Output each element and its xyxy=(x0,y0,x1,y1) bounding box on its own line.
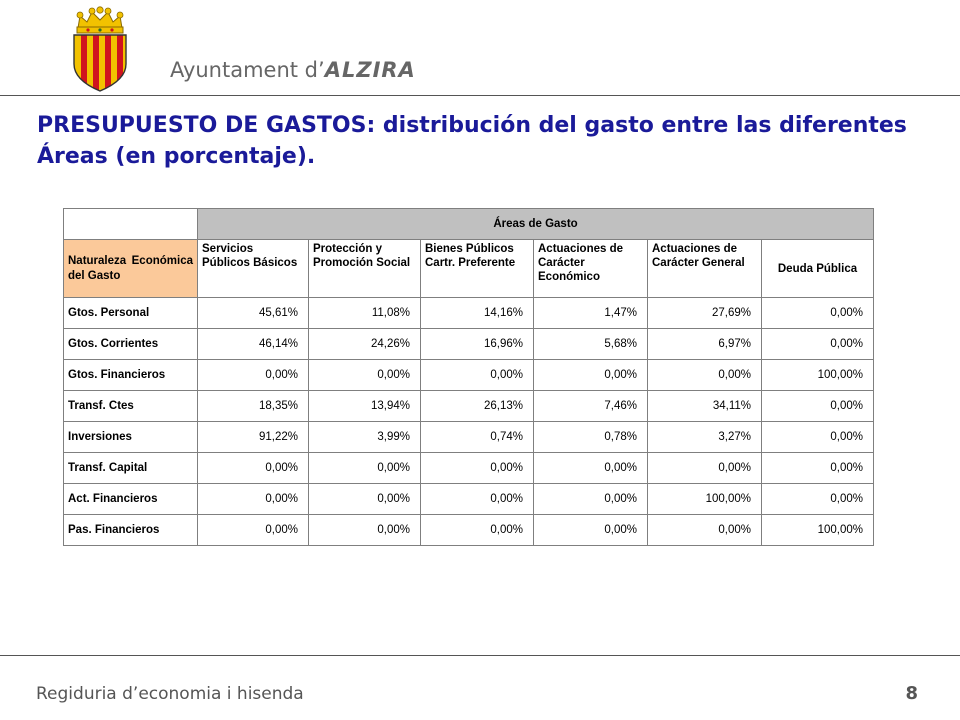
table-cell: 0,00% xyxy=(647,359,762,391)
table-cell: 1,47% xyxy=(533,297,648,329)
table-cell: 91,22% xyxy=(197,421,309,453)
table-cell: 26,13% xyxy=(420,390,534,422)
table-cell: 6,97% xyxy=(647,328,762,360)
table-cell: 0,00% xyxy=(533,514,648,546)
table-cell: 14,16% xyxy=(420,297,534,329)
row-label: Gtos. Personal xyxy=(63,297,198,329)
table-cell: 7,46% xyxy=(533,390,648,422)
table-cell: 27,69% xyxy=(647,297,762,329)
table-cell: 0,00% xyxy=(308,483,421,515)
table-cell: 0,78% xyxy=(533,421,648,453)
table-cell: 0,00% xyxy=(761,297,874,329)
column-header: Servicios Públicos Básicos xyxy=(197,239,309,298)
row-header-title: Naturaleza Económica del Gasto xyxy=(63,239,198,298)
table-cell: 0,00% xyxy=(647,514,762,546)
table-row: Transf. Ctes 18,35% 13,94% 26,13% 7,46% 34,11… xyxy=(63,390,874,422)
table-cell: 0,00% xyxy=(420,483,534,515)
row-label: Gtos. Corrientes xyxy=(63,328,198,360)
table-cell: 0,00% xyxy=(420,514,534,546)
group-header-cell: Áreas de Gasto xyxy=(197,208,874,240)
table-cell: 0,00% xyxy=(761,483,874,515)
table-cell: 0,00% xyxy=(533,483,648,515)
row-label: Pas. Financieros xyxy=(63,514,198,546)
table-cell: 0,00% xyxy=(647,452,762,484)
row-label: Transf. Ctes xyxy=(63,390,198,422)
table-cell: 45,61% xyxy=(197,297,309,329)
table-cell: 0,00% xyxy=(197,483,309,515)
table-row: Gtos. Financieros 0,00% 0,00% 0,00% 0,00% 0,0… xyxy=(63,359,874,391)
row-label: Inversiones xyxy=(63,421,198,453)
table-cell: 46,14% xyxy=(197,328,309,360)
table-cell: 100,00% xyxy=(647,483,762,515)
table-cell: 24,26% xyxy=(308,328,421,360)
table-cell: 0,00% xyxy=(761,421,874,453)
expenditure-distribution-table: Áreas de Gasto Naturaleza Económica del … xyxy=(63,208,874,546)
column-header: Bienes Públicos Cartr. Preferente xyxy=(420,239,534,298)
column-header-row: Naturaleza Económica del Gasto Servicios… xyxy=(63,239,874,298)
crown-icon xyxy=(76,6,124,34)
table-row: Gtos. Personal 45,61% 11,08% 14,16% 1,47% 27,… xyxy=(63,297,874,329)
table-cell: 0,00% xyxy=(197,452,309,484)
table-body: Gtos. Personal 45,61% 11,08% 14,16% 1,47% 27,… xyxy=(63,297,874,546)
row-label: Gtos. Financieros xyxy=(63,359,198,391)
shield-icon xyxy=(73,34,127,92)
table-cell: 0,74% xyxy=(420,421,534,453)
table-row: Pas. Financieros 0,00% 0,00% 0,00% 0,00% 0,00… xyxy=(63,514,874,546)
page-title: PRESUPUESTO DE GASTOS: distribución del … xyxy=(37,113,907,169)
column-header: Actuaciones de Carácter General xyxy=(647,239,762,298)
table-cell: 3,99% xyxy=(308,421,421,453)
expenditure-table-container: Áreas de Gasto Naturaleza Económica del … xyxy=(63,208,874,546)
table-cell: 11,08% xyxy=(308,297,421,329)
header-divider xyxy=(0,95,960,96)
table-cell: 3,27% xyxy=(647,421,762,453)
table-cell: 0,00% xyxy=(761,452,874,484)
city-coat-of-arms-logo xyxy=(73,6,127,92)
table-cell: 0,00% xyxy=(308,359,421,391)
table-cell: 100,00% xyxy=(761,514,874,546)
table-row: Transf. Capital 0,00% 0,00% 0,00% 0,00% 0,00%… xyxy=(63,452,874,484)
column-header: Protección y Promoción Social xyxy=(308,239,421,298)
table-row: Act. Financieros 0,00% 0,00% 0,00% 0,00% 100,… xyxy=(63,483,874,515)
table-cell: 0,00% xyxy=(420,359,534,391)
table-cell: 0,00% xyxy=(308,514,421,546)
brand-city: ALZIRA xyxy=(324,58,416,82)
table-cell: 18,35% xyxy=(197,390,309,422)
group-header-row: Áreas de Gasto xyxy=(63,208,874,240)
table-corner-cell xyxy=(63,208,198,240)
table-cell: 0,00% xyxy=(420,452,534,484)
page-number: 8 xyxy=(905,683,918,704)
footer-department: Regiduria d’economia i hisenda xyxy=(36,684,304,704)
table-cell: 0,00% xyxy=(197,514,309,546)
table-cell: 0,00% xyxy=(761,390,874,422)
table-row: Gtos. Corrientes 46,14% 24,26% 16,96% 5,68% 6… xyxy=(63,328,874,360)
table-cell: 0,00% xyxy=(533,452,648,484)
row-label: Act. Financieros xyxy=(63,483,198,515)
table-cell: 16,96% xyxy=(420,328,534,360)
table-cell: 100,00% xyxy=(761,359,874,391)
table-cell: 0,00% xyxy=(533,359,648,391)
table-cell: 34,11% xyxy=(647,390,762,422)
table-row: Inversiones 91,22% 3,99% 0,74% 0,78% 3,27% 0,0… xyxy=(63,421,874,453)
footer-divider xyxy=(0,655,960,656)
table-cell: 0,00% xyxy=(197,359,309,391)
table-cell: 0,00% xyxy=(308,452,421,484)
column-header: Deuda Pública xyxy=(761,239,874,298)
column-header: Actuaciones de Carácter Económico xyxy=(533,239,648,298)
brand-name: Ayuntament d’ALZIRA xyxy=(170,58,416,82)
row-label: Transf. Capital xyxy=(63,452,198,484)
table-cell: 0,00% xyxy=(761,328,874,360)
table-cell: 5,68% xyxy=(533,328,648,360)
brand-prefix: Ayuntament d’ xyxy=(170,58,325,82)
table-cell: 13,94% xyxy=(308,390,421,422)
